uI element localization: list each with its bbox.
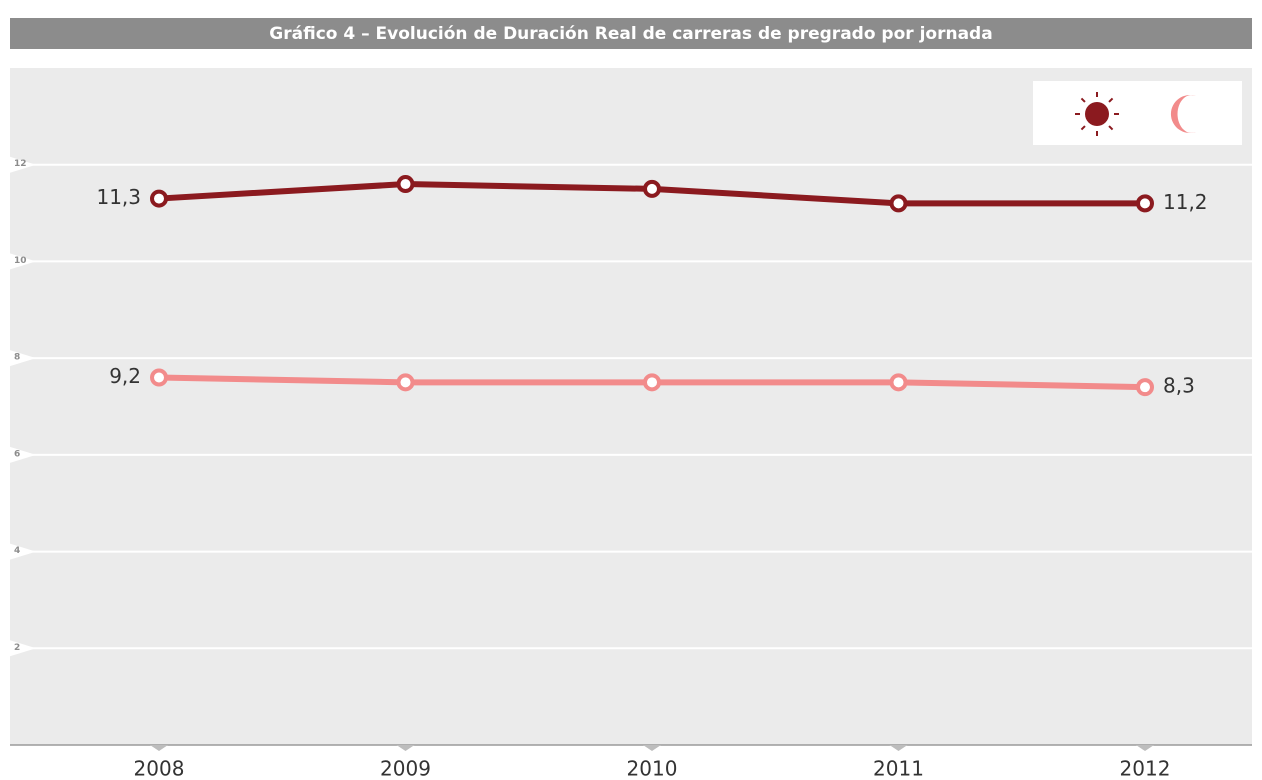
legend-moon [1170,95,1196,133]
data-label: 9,2 [109,364,141,388]
x-tick-mark [396,745,415,751]
x-tick-label: 2012 [1120,757,1171,780]
y-tick-label: 8 [14,353,20,363]
y-tick-mark [10,543,36,560]
x-tick-mark [643,745,661,751]
y-tick-label: 10 [14,256,27,266]
data-point [150,189,168,208]
x-tick-label: 2008 [134,757,185,780]
y-tick-mark [10,156,36,173]
x-tick-mark [150,745,168,751]
plot-area [10,68,1252,745]
x-tick-mark [889,745,908,751]
legend-sun-ray [1080,125,1086,131]
y-tick-label: 2 [14,643,20,653]
y-tick-label: 6 [14,449,20,459]
data-point [396,175,415,194]
data-label: 8,3 [1163,374,1195,398]
y-tick-mark [10,350,36,367]
x-tick-label: 2010 [627,757,678,780]
y-tick-label: 12 [14,159,27,169]
y-tick-mark [10,446,36,463]
data-point [643,179,661,198]
legend-sun-ray [1080,97,1086,103]
x-tick-mark [1136,745,1154,751]
y-tick-mark [10,253,36,270]
data-label: 11,2 [1163,190,1208,214]
data-label: 11,3 [96,185,141,209]
x-tick-label: 2009 [380,757,431,780]
y-tick-label: 4 [14,546,20,556]
legend-box [1033,81,1242,145]
data-point [150,368,168,387]
data-point [889,194,908,213]
data-point [889,373,908,392]
data-point [643,373,661,392]
data-point [1136,378,1154,397]
data-point [1136,194,1154,213]
legend-sun [1085,102,1109,126]
legend-sun-ray [1108,97,1114,103]
title-bar [10,18,1252,49]
legend-sun-ray [1108,125,1114,131]
data-point [396,373,415,392]
chart-title: Gráfico 4 – Evolución de Duración Real d… [269,24,992,44]
y-tick-mark [10,640,36,657]
legend [1033,81,1242,145]
x-tick-label: 2011 [873,757,924,780]
